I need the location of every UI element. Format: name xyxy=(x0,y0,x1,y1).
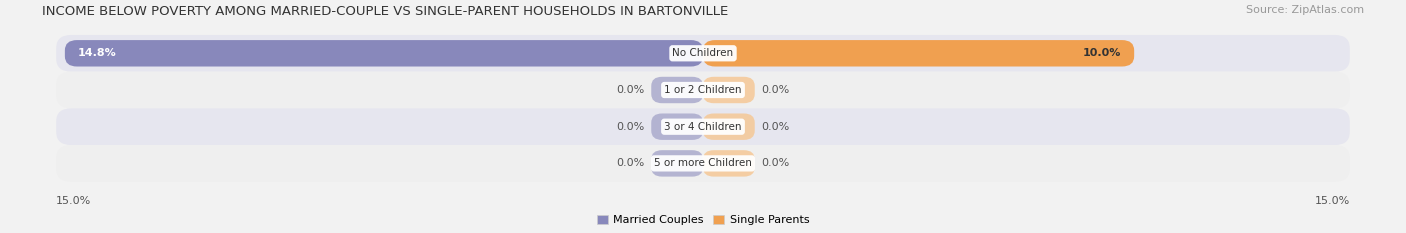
Text: 0.0%: 0.0% xyxy=(617,122,645,132)
FancyBboxPatch shape xyxy=(56,72,1350,108)
Text: 5 or more Children: 5 or more Children xyxy=(654,158,752,168)
FancyBboxPatch shape xyxy=(65,40,703,66)
FancyBboxPatch shape xyxy=(651,113,703,140)
FancyBboxPatch shape xyxy=(56,108,1350,145)
Text: 0.0%: 0.0% xyxy=(617,158,645,168)
Text: Source: ZipAtlas.com: Source: ZipAtlas.com xyxy=(1246,5,1364,15)
Text: No Children: No Children xyxy=(672,48,734,58)
FancyBboxPatch shape xyxy=(56,145,1350,182)
Text: 14.8%: 14.8% xyxy=(77,48,117,58)
Text: 0.0%: 0.0% xyxy=(617,85,645,95)
FancyBboxPatch shape xyxy=(651,77,703,103)
Text: 0.0%: 0.0% xyxy=(761,85,789,95)
Text: 3 or 4 Children: 3 or 4 Children xyxy=(664,122,742,132)
FancyBboxPatch shape xyxy=(56,35,1350,72)
Text: INCOME BELOW POVERTY AMONG MARRIED-COUPLE VS SINGLE-PARENT HOUSEHOLDS IN BARTONV: INCOME BELOW POVERTY AMONG MARRIED-COUPL… xyxy=(42,5,728,18)
Text: 1 or 2 Children: 1 or 2 Children xyxy=(664,85,742,95)
Legend: Married Couples, Single Parents: Married Couples, Single Parents xyxy=(596,215,810,225)
FancyBboxPatch shape xyxy=(703,150,755,177)
Text: 0.0%: 0.0% xyxy=(761,122,789,132)
FancyBboxPatch shape xyxy=(703,113,755,140)
FancyBboxPatch shape xyxy=(703,77,755,103)
FancyBboxPatch shape xyxy=(703,40,1135,66)
Text: 15.0%: 15.0% xyxy=(1315,196,1350,206)
Text: 10.0%: 10.0% xyxy=(1083,48,1121,58)
Text: 15.0%: 15.0% xyxy=(56,196,91,206)
Text: 0.0%: 0.0% xyxy=(761,158,789,168)
FancyBboxPatch shape xyxy=(651,150,703,177)
